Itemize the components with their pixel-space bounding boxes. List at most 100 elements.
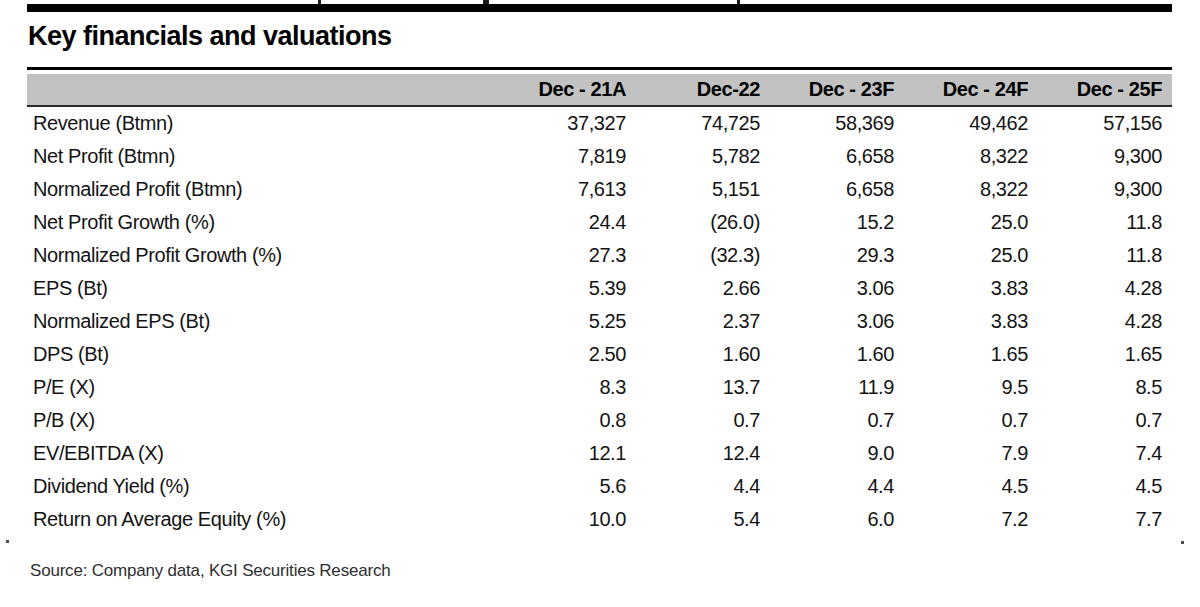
header-col-dec22: Dec-22 <box>636 74 770 106</box>
row-label: P/B (X) <box>27 404 502 437</box>
top-divider-bar <box>27 4 1172 12</box>
value-cell: 1.65 <box>904 338 1038 371</box>
table-row: Revenue (Btmn) 37,327 74,725 58,369 49,4… <box>27 106 1172 140</box>
header-col-dec25f: Dec - 25F <box>1038 74 1172 106</box>
value-cell: 1.60 <box>636 338 770 371</box>
value-cell: 6.0 <box>770 503 904 536</box>
value-cell: 2.66 <box>636 272 770 305</box>
value-cell: 4.28 <box>1038 272 1172 305</box>
value-cell: 11.8 <box>1038 206 1172 239</box>
value-cell: 29.3 <box>770 239 904 272</box>
header-col-dec23f: Dec - 23F <box>770 74 904 106</box>
value-cell: 0.7 <box>636 404 770 437</box>
row-label: Net Profit Growth (%) <box>27 206 502 239</box>
value-cell: 4.5 <box>904 470 1038 503</box>
value-cell: 8.3 <box>502 371 636 404</box>
value-cell: 12.4 <box>636 437 770 470</box>
row-label: EPS (Bt) <box>27 272 502 305</box>
value-cell: 8,322 <box>904 173 1038 206</box>
key-financials-table: Dec - 21A Dec-22 Dec - 23F Dec - 24F Dec… <box>27 74 1172 536</box>
value-cell: 9,300 <box>1038 173 1172 206</box>
value-cell: 7,819 <box>502 140 636 173</box>
value-cell: 8,322 <box>904 140 1038 173</box>
value-cell: 5.25 <box>502 305 636 338</box>
page-title: Key financials and valuations <box>28 21 392 52</box>
header-corner-cell <box>27 74 502 106</box>
table-row: Net Profit Growth (%) 24.4 (26.0) 15.2 2… <box>27 206 1172 239</box>
value-cell: 58,369 <box>770 106 904 140</box>
row-label: EV/EBITDA (X) <box>27 437 502 470</box>
value-cell: (32.3) <box>636 239 770 272</box>
value-cell: 1.65 <box>1038 338 1172 371</box>
value-cell: 0.7 <box>770 404 904 437</box>
table-header: Dec - 21A Dec-22 Dec - 23F Dec - 24F Dec… <box>27 74 1172 106</box>
row-label: DPS (Bt) <box>27 338 502 371</box>
value-cell: 5,151 <box>636 173 770 206</box>
header-row: Dec - 21A Dec-22 Dec - 23F Dec - 24F Dec… <box>27 74 1172 106</box>
value-cell: (26.0) <box>636 206 770 239</box>
table-row: EPS (Bt) 5.39 2.66 3.06 3.83 4.28 <box>27 272 1172 305</box>
value-cell: 5.6 <box>502 470 636 503</box>
value-cell: 11.8 <box>1038 239 1172 272</box>
value-cell: 0.7 <box>1038 404 1172 437</box>
value-cell: 3.06 <box>770 272 904 305</box>
value-cell: 3.83 <box>904 272 1038 305</box>
value-cell: 4.4 <box>770 470 904 503</box>
row-label: Normalized EPS (Bt) <box>27 305 502 338</box>
hairline-remnant-left <box>6 540 9 543</box>
value-cell: 5.39 <box>502 272 636 305</box>
value-cell: 9,300 <box>1038 140 1172 173</box>
value-cell: 15.2 <box>770 206 904 239</box>
value-cell: 4.28 <box>1038 305 1172 338</box>
value-cell: 3.06 <box>770 305 904 338</box>
header-col-dec21a: Dec - 21A <box>502 74 636 106</box>
table-row: Normalized EPS (Bt) 5.25 2.37 3.06 3.83 … <box>27 305 1172 338</box>
table-row: Dividend Yield (%) 5.6 4.4 4.4 4.5 4.5 <box>27 470 1172 503</box>
value-cell: 9.0 <box>770 437 904 470</box>
value-cell: 7.9 <box>904 437 1038 470</box>
value-cell: 4.5 <box>1038 470 1172 503</box>
value-cell: 6,658 <box>770 173 904 206</box>
value-cell: 7,613 <box>502 173 636 206</box>
row-label: Normalized Profit Growth (%) <box>27 239 502 272</box>
value-cell: 7.7 <box>1038 503 1172 536</box>
value-cell: 2.37 <box>636 305 770 338</box>
value-cell: 74,725 <box>636 106 770 140</box>
row-label: P/E (X) <box>27 371 502 404</box>
row-label: Return on Average Equity (%) <box>27 503 502 536</box>
value-cell: 37,327 <box>502 106 636 140</box>
table-row: Return on Average Equity (%) 10.0 5.4 6.… <box>27 503 1172 536</box>
row-label: Normalized Profit (Btmn) <box>27 173 502 206</box>
value-cell: 6,658 <box>770 140 904 173</box>
value-cell: 2.50 <box>502 338 636 371</box>
value-cell: 8.5 <box>1038 371 1172 404</box>
table-body: Revenue (Btmn) 37,327 74,725 58,369 49,4… <box>27 106 1172 536</box>
value-cell: 57,156 <box>1038 106 1172 140</box>
value-cell: 25.0 <box>904 206 1038 239</box>
row-label: Net Profit (Btmn) <box>27 140 502 173</box>
table-row: EV/EBITDA (X) 12.1 12.4 9.0 7.9 7.4 <box>27 437 1172 470</box>
value-cell: 3.83 <box>904 305 1038 338</box>
table-row: Normalized Profit (Btmn) 7,613 5,151 6,6… <box>27 173 1172 206</box>
table-row: P/E (X) 8.3 13.7 11.9 9.5 8.5 <box>27 371 1172 404</box>
value-cell: 12.1 <box>502 437 636 470</box>
value-cell: 4.4 <box>636 470 770 503</box>
header-col-dec24f: Dec - 24F <box>904 74 1038 106</box>
value-cell: 0.7 <box>904 404 1038 437</box>
hairline-remnant-right <box>1181 541 1184 544</box>
value-cell: 24.4 <box>502 206 636 239</box>
title-rule <box>27 67 1172 70</box>
value-cell: 11.9 <box>770 371 904 404</box>
source-note: Source: Company data, KGI Securities Res… <box>30 561 390 581</box>
value-cell: 0.8 <box>502 404 636 437</box>
value-cell: 49,462 <box>904 106 1038 140</box>
value-cell: 1.60 <box>770 338 904 371</box>
table-row: Net Profit (Btmn) 7,819 5,782 6,658 8,32… <box>27 140 1172 173</box>
value-cell: 27.3 <box>502 239 636 272</box>
value-cell: 10.0 <box>502 503 636 536</box>
value-cell: 13.7 <box>636 371 770 404</box>
row-label: Revenue (Btmn) <box>27 106 502 140</box>
table-row: Normalized Profit Growth (%) 27.3 (32.3)… <box>27 239 1172 272</box>
table-row: P/B (X) 0.8 0.7 0.7 0.7 0.7 <box>27 404 1172 437</box>
value-cell: 5,782 <box>636 140 770 173</box>
